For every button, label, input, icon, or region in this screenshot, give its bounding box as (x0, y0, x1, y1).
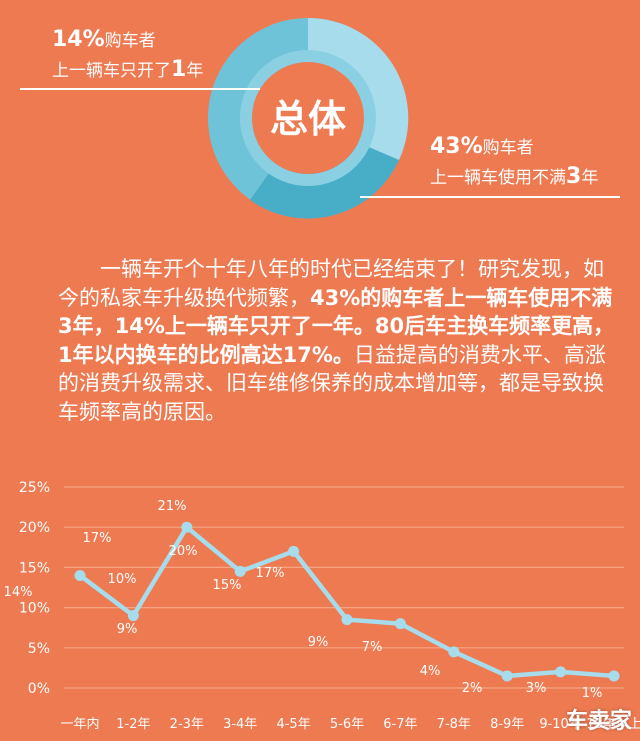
data-point (341, 614, 353, 626)
data-label: 21% (158, 499, 187, 514)
data-label: 3% (526, 681, 547, 696)
data-label: 2% (462, 681, 483, 696)
data-point (288, 545, 300, 557)
data-label: 9% (117, 622, 138, 637)
brand-watermark: 车卖家 (565, 709, 632, 734)
donut-hole (252, 62, 364, 174)
callout-43-line2-text: 上一辆车使用不满 (430, 168, 566, 188)
paragraph-part-2-bold: 43%的购车者上一辆车使用不满3年，14%上一辆车只开了一年。80后车主换车频率… (58, 285, 615, 367)
data-point (234, 565, 246, 577)
y-tick-label: 25% (19, 480, 50, 496)
data-label: 17% (256, 566, 285, 581)
y-tick-label: 5% (28, 641, 50, 657)
callout-43-num: 3 (566, 164, 582, 189)
data-label: 15% (213, 578, 242, 593)
body-paragraph: 一辆车开个十年八年的时代已经结束了！研究发现，如今的私家车升级换代频繁，43%的… (58, 255, 618, 426)
callout-43-pre: 购车者 (482, 138, 534, 158)
x-tick-label: 6-7年 (383, 717, 417, 732)
data-label: 17% (83, 531, 112, 546)
x-tick-label: 5-6年 (330, 717, 364, 732)
line-chart: 25% 20% 15% 10% 5% 0% 一年内 1-2年 2-3年 3-4年 4-5年 5-6年 6… (4, 480, 640, 732)
x-tick-label: 4-5年 (276, 717, 310, 732)
donut-center-label: 总体 (270, 97, 346, 141)
data-point (394, 618, 406, 630)
data-point (608, 670, 620, 682)
x-tick-label: 一年内 (60, 716, 99, 732)
callout-43-unit: 年 (581, 168, 599, 188)
donut-chart: 总体 (208, 17, 409, 219)
data-label: 4% (420, 664, 441, 679)
data-label: 1% (582, 686, 603, 701)
x-tick-label: 7-8年 (437, 717, 471, 732)
x-tick-label: 8-9年 (490, 717, 524, 732)
x-tick-label: 2-3年 (170, 717, 204, 732)
donut-inner-ring (240, 50, 376, 186)
x-tick-label: 1-2年 (116, 717, 150, 732)
callout-43-rule (360, 196, 620, 198)
data-point (555, 666, 567, 678)
y-tick-label: 20% (19, 520, 50, 536)
x-tick-label: 10年以上 (586, 717, 640, 732)
callout-14-line2-text: 上一辆车只开了 (52, 61, 171, 81)
callout-43-pct: 43% (430, 134, 483, 159)
x-tick-label: 3-4年 (223, 717, 257, 732)
data-point (181, 521, 193, 533)
data-label: 10% (108, 572, 137, 587)
y-tick-label: 10% (19, 601, 50, 617)
data-point (501, 670, 513, 682)
series-line (78, 524, 615, 679)
callout-14: 14%购车者 (52, 26, 156, 52)
callout-14-unit: 年 (186, 61, 204, 81)
data-point (127, 610, 139, 622)
data-point (74, 569, 86, 581)
callout-14-pre: 购车者 (104, 31, 156, 51)
callout-14-rule (20, 88, 260, 90)
callout-14-num: 1 (171, 57, 187, 82)
callout-43-line2: 上一辆车使用不满3年 (430, 163, 598, 189)
data-label: 20% (169, 544, 198, 559)
y-tick-label: 0% (28, 681, 50, 697)
paragraph-part-3: 日益提高的消费水平、高涨的消费升级需求、旧车维修保养的成本增加等，都是导致换车频… (58, 342, 606, 424)
data-point (448, 646, 460, 658)
x-tick-label: 9-10年 (539, 717, 582, 732)
data-label: 14% (4, 585, 33, 600)
callout-14-pct: 14% (52, 27, 105, 52)
paragraph-part-1: 一辆车开个十年八年的时代已经结束了！研究发现，如今的私家车升级换代频繁， (58, 257, 604, 310)
callout-14-line2: 上一辆车只开了1年 (52, 56, 203, 82)
callout-43: 43%购车者 (430, 133, 534, 159)
data-label: 9% (308, 635, 329, 650)
data-label: 7% (362, 640, 383, 655)
y-tick-label: 15% (19, 560, 50, 576)
